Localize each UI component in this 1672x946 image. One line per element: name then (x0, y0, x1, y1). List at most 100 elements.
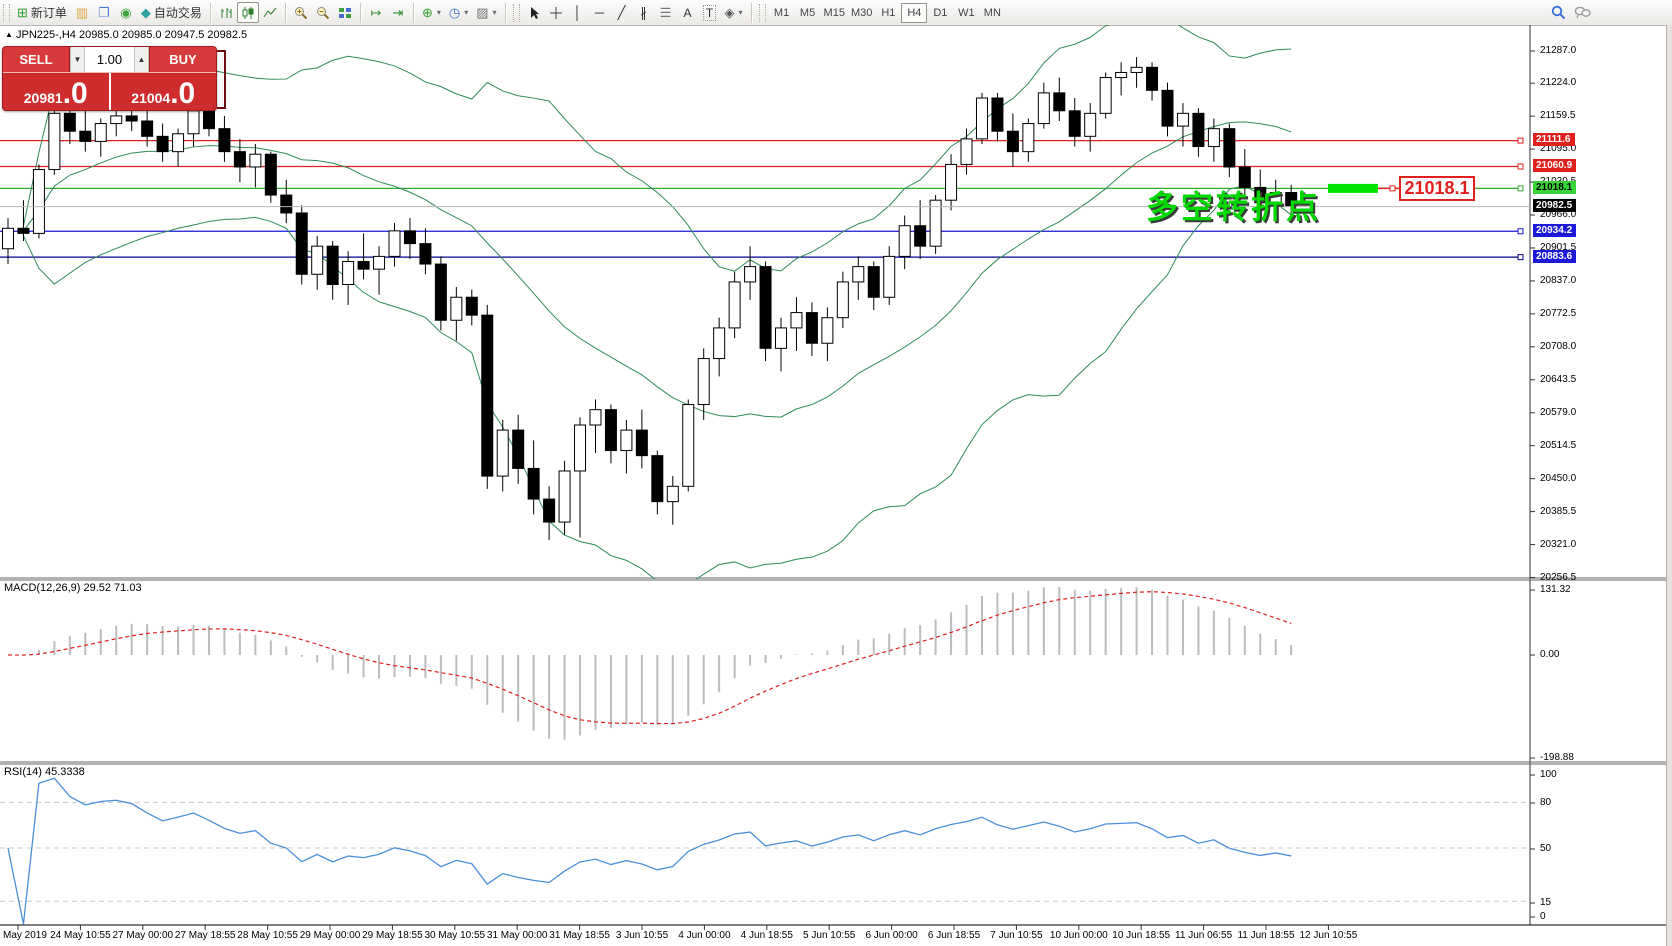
timeframe-button-mn[interactable]: MN (979, 3, 1005, 23)
shapes-tool-button[interactable]: ◈ ▾ (721, 2, 747, 23)
line-chart-icon (263, 7, 277, 17)
auto-trading-icon: ◆ (140, 5, 151, 20)
toolbar-grip (512, 3, 520, 22)
dropdown-arrow-icon: ▾ (436, 8, 441, 17)
buy-price-frac: .0 (170, 77, 196, 110)
buy-button[interactable]: BUY (150, 47, 216, 72)
shapes-icon: ◈ (724, 5, 735, 20)
toolbar-grip (758, 3, 766, 22)
tile-windows-icon (338, 7, 351, 18)
line-chart-button[interactable] (259, 2, 281, 23)
price-tick-label: 20514.5 (1540, 439, 1577, 451)
volume-decrease-button[interactable]: ▼ (70, 47, 85, 72)
sell-price-main: 20981 (23, 90, 63, 106)
vertical-line-icon: │ (573, 5, 582, 20)
rsi-axis-label: 50 (1540, 843, 1552, 854)
trade-panel-bracket (217, 50, 226, 109)
price-level-badge: 20982.5 (1533, 199, 1577, 213)
zoom-out-icon (316, 6, 330, 19)
price-level-badge: 21060.9 (1533, 159, 1577, 173)
timeframe-button-m5[interactable]: M5 (795, 3, 821, 23)
chat-button[interactable] (1570, 2, 1596, 23)
text-label-tool-button[interactable]: T (699, 2, 721, 23)
toolbar-separator (750, 2, 752, 23)
sell-button[interactable]: SELL (3, 47, 69, 72)
price-callout-label[interactable]: 21018.1 (1399, 176, 1475, 201)
window-edge-strip (1666, 25, 1672, 946)
rsi-line (7, 777, 1292, 925)
price-tick-label: 20772.5 (1540, 307, 1577, 319)
channel-tool-button[interactable]: ∦ (633, 2, 655, 23)
timeframe-button-m1[interactable]: M1 (769, 3, 795, 23)
macd-axis-label: 0.00 (1540, 649, 1560, 660)
signals-button[interactable]: ◉ (115, 2, 137, 23)
timeframe-button-m15[interactable]: M15 (821, 3, 848, 23)
horizontal-line-icon: ─ (594, 5, 605, 20)
new-order-icon: ⊞ (17, 5, 28, 20)
channel-icon: ∦ (640, 5, 647, 20)
profiles-button[interactable]: ▥ (71, 2, 93, 23)
auto-trading-button[interactable]: ◆ 自动交易 (137, 2, 206, 23)
rsi-axis-label: 80 (1540, 797, 1552, 808)
rsi-axis-label: 15 (1540, 897, 1552, 908)
time-tick-label: 7 Jun 10:55 (990, 930, 1043, 941)
buy-price[interactable]: 21004 .0 (111, 73, 217, 110)
rsi-axis-label: 0 (1540, 911, 1546, 922)
new-order-label: 新订单 (30, 6, 67, 20)
indicators-button[interactable]: ⊕ ▾ (418, 2, 445, 23)
price-tick-label: 21287.0 (1540, 45, 1577, 56)
sell-price-frac: .0 (62, 77, 88, 110)
auto-scroll-button[interactable]: ↦ (365, 2, 387, 23)
cursor-icon (530, 6, 539, 19)
timeframe-button-h1[interactable]: H1 (875, 3, 901, 23)
zoom-out-button[interactable] (312, 2, 334, 23)
symbol-marker-icon: ▲ (5, 30, 13, 39)
price-tick-label: 20450.0 (1540, 472, 1577, 484)
trendline-tool-button[interactable]: ╱ (611, 2, 633, 23)
price-tick-label: 21095.0 (1540, 143, 1577, 155)
search-icon (1551, 5, 1566, 20)
text-tool-icon: A (683, 5, 692, 20)
zoom-in-button[interactable] (290, 2, 312, 23)
time-tick-label: 6 Jun 00:00 (865, 930, 918, 941)
chart-shift-icon: ⇥ (392, 5, 404, 20)
crosshair-tool-button[interactable] (545, 2, 567, 23)
rsi-label: RSI(14) 45.3338 (4, 766, 85, 778)
market-watch-button[interactable]: ❐ (93, 2, 115, 23)
chart-annotation-text[interactable]: 多空转折点 (1146, 189, 1322, 225)
price-level-badge: 20883.6 (1533, 249, 1577, 263)
candlestick-chart-button[interactable] (236, 2, 259, 23)
periods-button[interactable]: ◷ ▾ (445, 2, 472, 23)
text-label-icon: T (702, 4, 717, 21)
toolbar-separator (412, 2, 414, 23)
time-tick-label: 11 Jun 06:55 (1175, 930, 1233, 941)
horizontal-line-tool-button[interactable]: ─ (589, 2, 611, 23)
chart-shift-button[interactable]: ⇥ (387, 2, 409, 23)
time-tick-label: 29 May 18:55 (362, 930, 423, 941)
price-level-badge: 21111.6 (1533, 133, 1575, 147)
chart-canvas[interactable] (0, 25, 1672, 946)
fibonacci-tool-button[interactable]: ☰ (655, 2, 677, 23)
timeframe-button-h4[interactable]: H4 (901, 2, 928, 23)
timeframe-button-m30[interactable]: M30 (848, 3, 875, 23)
templates-button[interactable]: ▨ ▾ (472, 2, 500, 23)
search-button[interactable] (1547, 2, 1570, 23)
text-tool-button[interactable]: A (677, 2, 699, 23)
volume-increase-button[interactable]: ▲ (134, 47, 149, 72)
timeframe-button-w1[interactable]: W1 (953, 3, 979, 23)
market-watch-icon: ❐ (98, 5, 110, 20)
cursor-tool-button[interactable] (523, 2, 545, 23)
time-tick-label: 23 May 2019 (0, 930, 47, 941)
volume-input[interactable] (85, 47, 134, 72)
toolbar: ⊞ 新订单 ▥ ❐ ◉ ◆ 自动交易 (0, 0, 1672, 26)
bar-chart-button[interactable] (215, 2, 237, 23)
rsi-axis-label: 100 (1540, 769, 1557, 780)
timeframe-button-d1[interactable]: D1 (927, 3, 953, 23)
new-order-button[interactable]: ⊞ 新订单 (13, 2, 71, 23)
vertical-line-tool-button[interactable]: │ (567, 2, 589, 23)
tile-windows-button[interactable] (334, 2, 356, 23)
fibonacci-icon: ☰ (659, 5, 672, 20)
bar-chart-icon (221, 7, 232, 18)
toolbar-separator (504, 2, 506, 23)
sell-price[interactable]: 20981 .0 (3, 73, 109, 110)
